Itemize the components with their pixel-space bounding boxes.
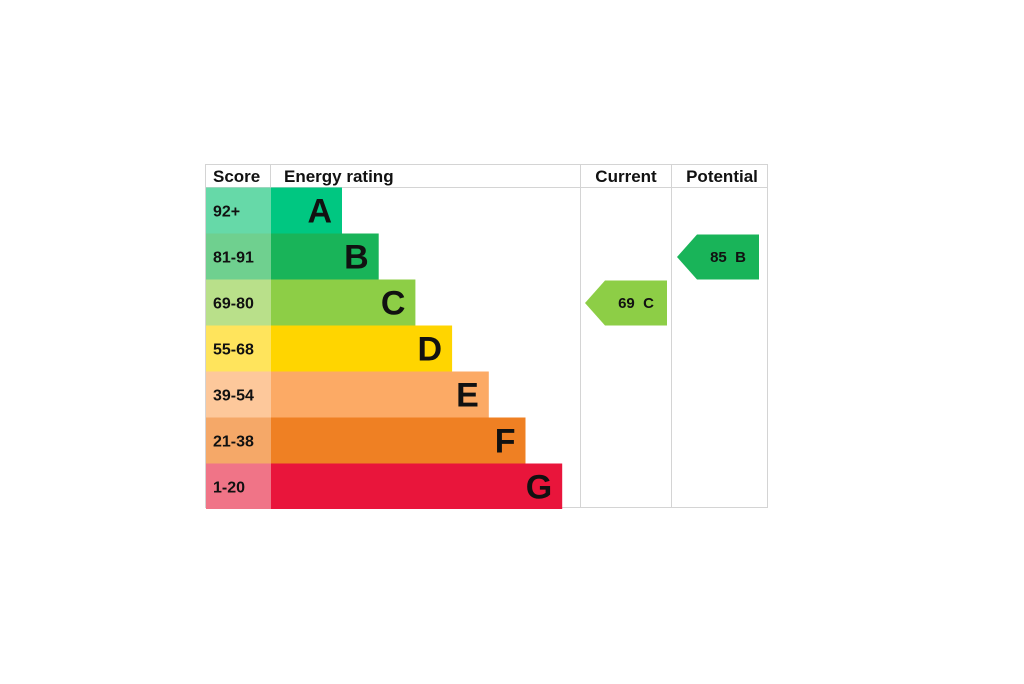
potential-rating-label: 85 B	[710, 249, 746, 266]
rating-arrows: 69 C 85 B	[585, 234, 759, 326]
rating-bands: 92+ A 81-91 B 69-80 C 55-68 D 39-54 E 21-38 F 1-20 G	[206, 187, 563, 509]
rating-bar-a	[271, 187, 342, 234]
rating-bar-g	[271, 463, 563, 509]
rating-letter-g: G	[526, 469, 552, 507]
rating-letter-d: D	[418, 331, 443, 369]
score-range-c: 69-80	[213, 296, 254, 313]
potential-rating-arrow	[677, 234, 759, 280]
current-rating-arrow	[585, 280, 667, 326]
rating-letter-c: C	[381, 285, 406, 323]
score-range-f: 21-38	[213, 434, 254, 451]
score-cell-a	[206, 187, 271, 234]
score-range-e: 39-54	[213, 388, 254, 405]
score-cell-b	[206, 233, 271, 280]
rating-letter-a: A	[307, 193, 332, 231]
score-cell-e	[206, 371, 271, 418]
score-cell-f	[206, 417, 271, 464]
rating-bar-b	[271, 233, 379, 280]
rating-bar-d	[271, 325, 453, 372]
potential-header: Potential	[686, 167, 758, 186]
energy-rating-chart: Score Energy rating Current Potential 92…	[205, 164, 768, 509]
rating-letter-f: F	[495, 423, 516, 461]
score-header: Score	[213, 167, 260, 186]
score-range-b: 81-91	[213, 250, 254, 267]
score-cell-c	[206, 279, 271, 326]
rating-bar-f	[271, 417, 526, 464]
score-cell-d	[206, 325, 271, 372]
score-range-a: 92+	[213, 204, 240, 221]
score-range-d: 55-68	[213, 342, 254, 359]
rating-bar-e	[271, 371, 489, 418]
current-header: Current	[595, 167, 657, 186]
rating-letter-b: B	[344, 239, 369, 277]
energy-rating-header: Energy rating	[284, 167, 394, 186]
score-range-g: 1-20	[213, 480, 245, 497]
score-cell-g	[206, 463, 271, 509]
rating-bar-c	[271, 279, 416, 326]
current-rating-label: 69 C	[618, 295, 654, 312]
rating-letter-e: E	[456, 377, 479, 415]
